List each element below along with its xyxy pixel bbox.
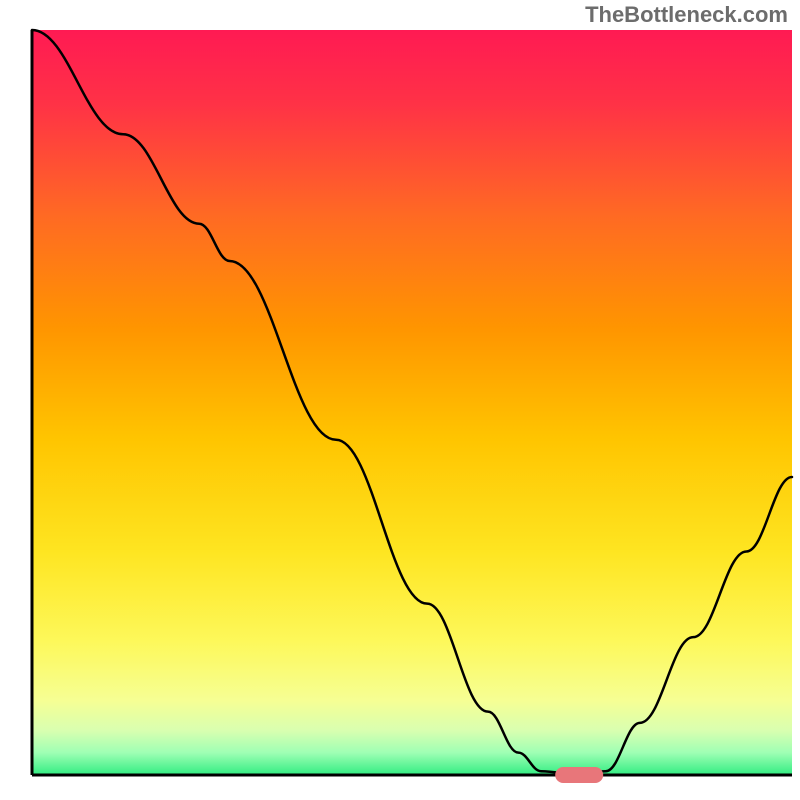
plot-background [32, 30, 792, 775]
optimal-marker [555, 767, 603, 783]
watermark-text: TheBottleneck.com [585, 2, 788, 28]
chart-canvas [0, 0, 800, 800]
bottleneck-chart: TheBottleneck.com [0, 0, 800, 800]
